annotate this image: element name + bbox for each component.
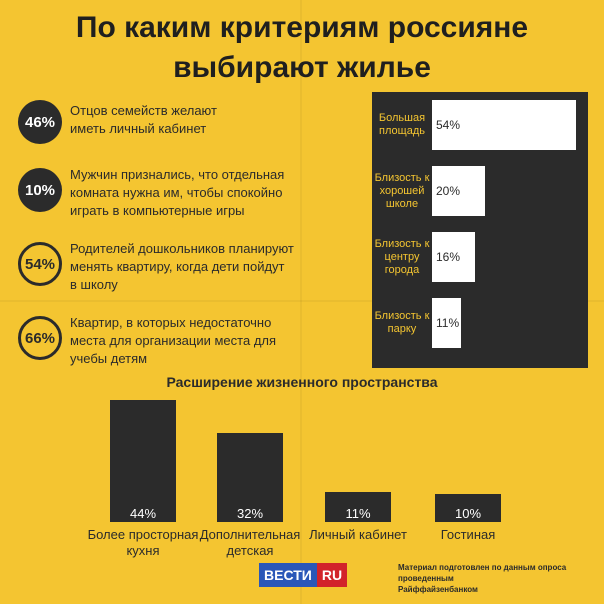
hbar	[432, 100, 576, 150]
stat-value-circle: 10%	[18, 168, 62, 212]
vbar-category-line: Гостиная	[440, 527, 496, 542]
vbar-category-line: Личный кабинет	[309, 527, 407, 542]
hbar-category-label: Близость к парку	[372, 310, 432, 336]
horizontal-bar-chart: Большая площадь 54% Близость к хорошей школе 2…	[372, 92, 588, 368]
paper-fold-vertical	[300, 0, 302, 604]
stat-description: Отцов семейств желают иметь личный кабин…	[70, 102, 360, 138]
page-title-line-1: По каким критериям россияне	[75, 11, 529, 44]
vbar-value-label: 11%	[345, 506, 371, 521]
hbar-value-label: 16%	[436, 250, 461, 264]
hbar-category-line: Близость к	[374, 310, 430, 322]
hbar	[432, 232, 475, 282]
stat-item: 46% Отцов семейств желают иметь личный к…	[18, 98, 358, 154]
hbar-category-line: хорошей	[379, 184, 425, 197]
vbar	[217, 433, 283, 522]
stat-line: Родителей дошкольников планируют	[70, 241, 294, 256]
hbar-category-line: Близость к	[374, 171, 430, 184]
hbar-value-label: 20%	[436, 184, 461, 198]
stat-item: 54% Родителей дошкольников планируют мен…	[18, 240, 358, 296]
hbar-category-line: школе	[385, 197, 419, 210]
stat-description: Родителей дошкольников планируют менять …	[70, 240, 360, 294]
hbar-category-line: города	[384, 263, 420, 276]
vbar-category-label: Гостиная	[403, 527, 533, 543]
stat-line: Отцов семейств желают	[70, 103, 217, 118]
stat-line: комната нужна им, чтобы спокойно	[70, 185, 283, 200]
vbar-value-label: 32%	[236, 506, 264, 521]
hbar	[432, 298, 462, 348]
vbar	[110, 400, 176, 522]
vesti-logo: ВЕСТИ RU	[259, 563, 348, 587]
stat-description: Квартир, в которых недостаточно места дл…	[70, 314, 360, 368]
stat-value-circle: 54%	[18, 242, 62, 286]
stat-line: иметь личный кабинет	[70, 121, 207, 136]
source-line: Райффайзенбанком	[398, 585, 478, 594]
vbar	[325, 491, 391, 522]
stat-description: Мужчин признались, что отдельная комната…	[70, 166, 360, 220]
vbar	[435, 494, 501, 522]
stat-line: Квартир, в которых недостаточно	[70, 315, 272, 330]
stat-line: места для организации места для	[70, 333, 277, 348]
hbar-category-label: Большая площадь	[372, 112, 432, 138]
stat-value-circle: 46%	[18, 100, 62, 144]
vbar-value-label: 44%	[129, 506, 157, 521]
hbar	[432, 166, 486, 216]
source-note: Материал подготовлен по данным опроса пр…	[398, 562, 598, 595]
hbar-category-line: Большая	[378, 112, 426, 124]
vertical-chart-title: Расширение жизненного пространства	[166, 374, 438, 390]
hbar-category-label: Близость к хорошей школе	[372, 172, 432, 211]
page-title-line-2: выбирают жилье	[173, 51, 431, 84]
stat-item: 66% Квартир, в которых недостаточно мест…	[18, 314, 358, 370]
vbar-value-label: 10%	[454, 506, 482, 521]
stat-line: в школу	[70, 277, 118, 292]
hbar-value-label: 11%	[436, 316, 460, 330]
stat-line: Мужчин признались, что отдельная	[70, 167, 285, 182]
hbar-category-line: Близость к	[374, 237, 430, 250]
page-title: По каким критериям россияне выбирают жил…	[0, 8, 604, 88]
hbar-value-label: 54%	[436, 118, 461, 132]
logo-part-ru: RU	[316, 563, 348, 587]
source-line: Материал подготовлен по данным опроса пр…	[398, 563, 567, 583]
hbar-category-label: Близость к центру города	[372, 238, 432, 277]
hbar-category-line: парку	[387, 323, 417, 335]
logo-part-vesti: ВЕСТИ	[259, 563, 317, 587]
vbar-category-line: Более просторная	[87, 527, 199, 542]
stat-line: учебы детям	[70, 351, 148, 366]
stat-line: менять квартиру, когда дети пойдут	[70, 259, 285, 274]
vbar-category-line: детская	[226, 543, 274, 558]
paper-fold-horizontal	[0, 300, 604, 302]
hbar-category-line: центру	[384, 250, 420, 263]
vbar-category-line: кухня	[126, 543, 160, 558]
stat-item: 10% Мужчин признались, что отдельная ком…	[18, 166, 358, 222]
vbar-category-label: Личный кабинет	[293, 527, 423, 543]
vbar-category-label: Дополнительная детская	[185, 527, 315, 559]
hbar-category-line: площадь	[379, 125, 425, 137]
stat-line: играть в компьютерные игры	[70, 203, 245, 218]
stat-value-circle: 66%	[18, 316, 62, 360]
vbar-category-line: Дополнительная	[199, 527, 301, 542]
vbar-category-label: Более просторная кухня	[78, 527, 208, 559]
